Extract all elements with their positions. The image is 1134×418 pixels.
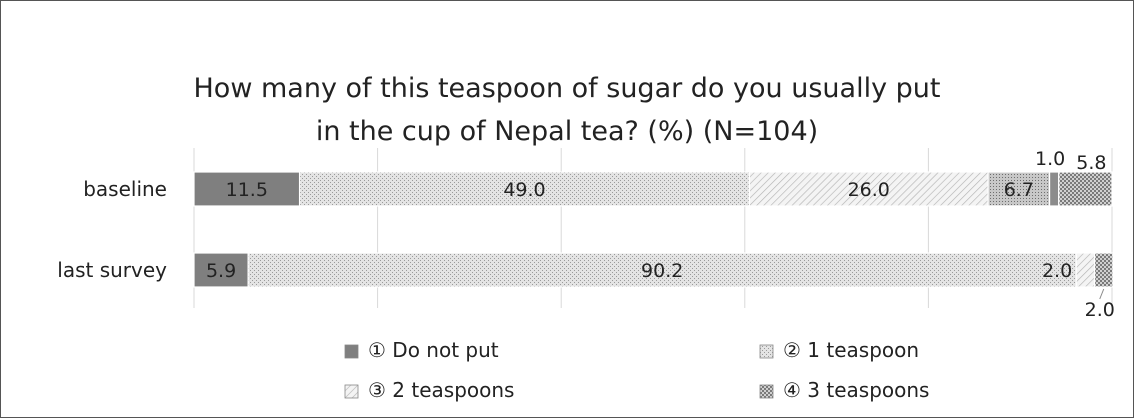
data-label: 2.0 xyxy=(1042,260,1072,282)
data-label: 90.2 xyxy=(641,260,683,282)
data-label: 1.0 xyxy=(1035,148,1065,170)
bar-segment xyxy=(1093,252,1114,288)
bar-segment xyxy=(193,252,249,288)
data-label: 26.0 xyxy=(848,179,890,201)
category-label: baseline xyxy=(83,177,167,201)
chart-title-line-1: How many of this teaspoon of sugar do yo… xyxy=(194,73,941,104)
chart-title-line-2: in the cup of Nepal tea? (%) (N=104) xyxy=(316,116,818,147)
bar-segment xyxy=(1058,171,1113,207)
data-label: 6.7 xyxy=(1004,179,1034,201)
category-label: last survey xyxy=(57,258,167,282)
legend-label: ③ 2 teaspoons xyxy=(368,378,514,402)
legend-label: ④ 3 teaspoons xyxy=(783,378,929,402)
legend: ① Do not put ② 1 teaspoon ③ 2 teaspoons ④ 3… xyxy=(344,338,929,402)
data-label: 5.8 xyxy=(1076,152,1106,174)
bar-labels: 11.5 49.0 26.0 6.71.0 5.8 5.9 90.2 2.0 2.0 xyxy=(206,148,1115,321)
data-label: 2.0 xyxy=(1085,299,1115,321)
category-labels: baseline last survey xyxy=(57,177,167,282)
leader-line xyxy=(1099,288,1105,300)
bars xyxy=(193,171,1114,288)
data-label: 49.0 xyxy=(503,179,545,201)
bar-segment xyxy=(987,171,1051,207)
bar-segment xyxy=(193,171,301,207)
bar-segment xyxy=(247,252,1077,288)
legend-swatch xyxy=(759,384,774,399)
legend-label: ② 1 teaspoon xyxy=(783,338,919,362)
legend-swatch xyxy=(344,384,359,399)
legend-swatch xyxy=(344,344,359,359)
legend-label: ① Do not put xyxy=(368,338,499,362)
bar-segment xyxy=(1075,252,1096,288)
data-label: 11.5 xyxy=(226,179,268,201)
legend-swatch xyxy=(759,344,774,359)
bar-segment xyxy=(1048,171,1060,207)
data-label: 5.9 xyxy=(206,260,236,282)
